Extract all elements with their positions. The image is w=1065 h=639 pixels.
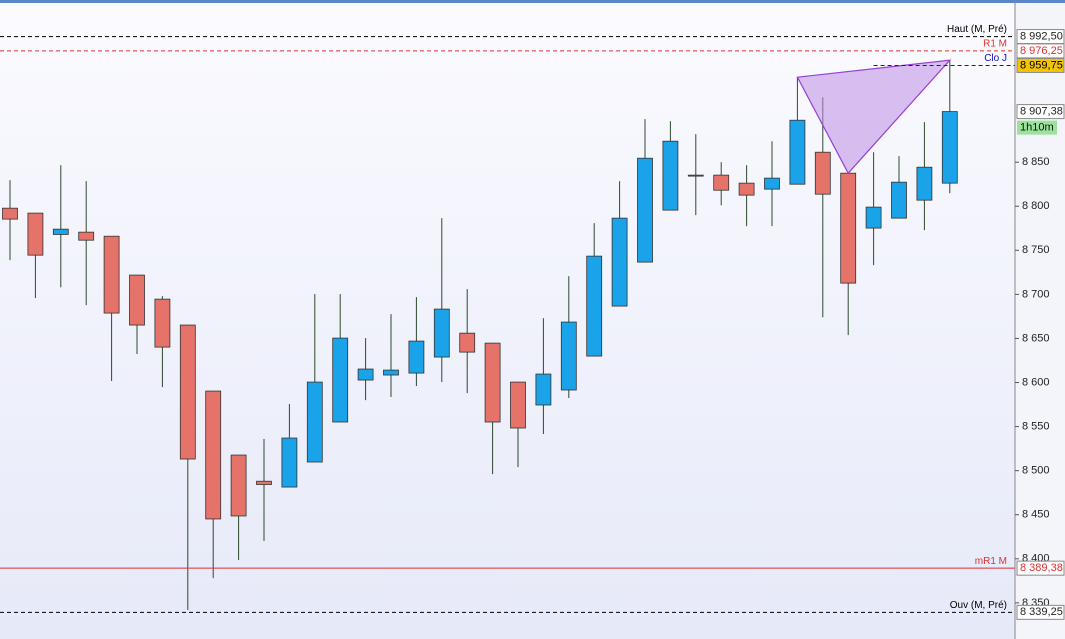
candle-body [738, 182, 755, 196]
candle-body [383, 369, 399, 376]
candle-body [510, 381, 526, 429]
candle-body [713, 174, 730, 191]
candle-body [52, 228, 69, 235]
top-border [0, 0, 1065, 3]
y-tick-label: 8 550 [1022, 420, 1050, 432]
y-tick-label: 8 750 [1022, 244, 1050, 256]
y-tick-label: 8 600 [1022, 376, 1050, 388]
candle-body [179, 324, 196, 460]
level-box [1016, 43, 1065, 59]
level-label: 8 339,25 [1020, 606, 1063, 618]
last-price-label: 8 907,38 [1020, 106, 1063, 118]
level-name: R1 M [983, 39, 1007, 50]
candle-body [891, 181, 907, 219]
candle-body [2, 207, 18, 220]
candle-body [535, 373, 552, 406]
candle-body [764, 177, 780, 190]
last-price-box [1016, 104, 1065, 120]
y-tick-label: 8 700 [1022, 288, 1050, 300]
candle-body [586, 255, 603, 357]
triangle-annotation [796, 59, 952, 175]
y-tick-label: 8 450 [1022, 509, 1050, 521]
level-label: 8 976,25 [1020, 45, 1063, 57]
level-label: 8 389,38 [1020, 562, 1063, 574]
timer-label: 1h10m [1020, 122, 1054, 134]
candle-body [789, 119, 806, 185]
candle-body [662, 140, 679, 211]
candle-body [611, 217, 628, 307]
candle-body [637, 157, 653, 263]
level-name: Clo J [984, 53, 1007, 64]
candle-body [103, 235, 120, 314]
candle-body [408, 340, 425, 374]
level-box [1016, 57, 1065, 73]
candle-body [560, 321, 577, 391]
candle-body [357, 368, 374, 381]
candle-body [154, 298, 171, 348]
level-name: Ouv (M, Pré) [950, 600, 1007, 611]
level-name: mR1 M [975, 556, 1007, 567]
candle-body [840, 172, 857, 284]
y-tick-label: 8 800 [1022, 200, 1050, 212]
candle-body [687, 174, 704, 177]
y-tick-label: 8 650 [1022, 332, 1050, 344]
candle-body [256, 480, 272, 485]
level-label: 8 992,50 [1020, 30, 1063, 42]
candle-body [459, 332, 476, 353]
candle-body [916, 166, 933, 201]
candle-body [306, 381, 323, 463]
candle-body [865, 206, 882, 229]
candle-body [78, 231, 95, 241]
level-name: Haut (M, Pré) [947, 24, 1007, 35]
candle-body [27, 212, 44, 256]
candle-body [433, 308, 450, 358]
level-label: 8 959,75 [1020, 59, 1063, 71]
candle-body [205, 390, 222, 520]
candle-body [230, 454, 247, 517]
candle-body [941, 111, 958, 184]
y-tick-label: 8 850 [1022, 156, 1050, 168]
timer-box [1017, 120, 1057, 135]
axis-background [1015, 0, 1065, 639]
candle-body [332, 337, 349, 423]
level-box [1016, 560, 1065, 576]
candle-body [814, 151, 831, 195]
candle-body [484, 342, 501, 423]
candle-body [281, 437, 298, 488]
candle-body [129, 274, 145, 326]
y-tick-label: 8 500 [1022, 465, 1050, 477]
level-box [1016, 604, 1065, 620]
